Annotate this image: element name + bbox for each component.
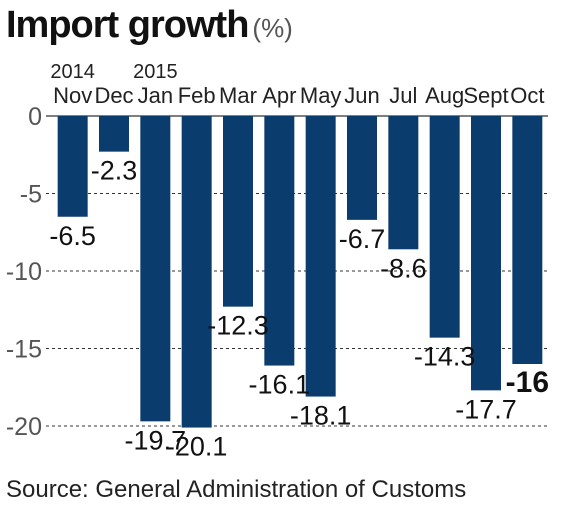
year-label: 2015 xyxy=(133,61,178,83)
bar xyxy=(305,116,336,397)
x-tick-label: Dec xyxy=(94,83,133,108)
x-tick-label: Sept xyxy=(463,83,508,108)
x-tick-label: Oct xyxy=(510,83,544,108)
data-label: -18.1 xyxy=(290,401,352,431)
data-label: -6.7 xyxy=(339,224,386,254)
bar xyxy=(429,116,460,338)
bar xyxy=(223,116,253,307)
data-label: -14.3 xyxy=(414,342,476,372)
y-tick-label: -15 xyxy=(6,336,42,364)
grid-layer xyxy=(46,115,548,427)
data-label: -2.3 xyxy=(91,156,138,186)
data-label: -19.7 xyxy=(125,425,187,455)
y-tick-label: 0 xyxy=(28,103,42,131)
x-tick-label: Mar xyxy=(219,83,257,108)
x-tick-label: Apr xyxy=(262,83,296,108)
chart-unit: (%) xyxy=(252,13,293,43)
x-tick-label: Aug xyxy=(425,83,464,108)
x-tick-label: Jul xyxy=(389,83,417,108)
y-tick-label: -20 xyxy=(6,413,42,441)
data-label: -8.6 xyxy=(380,253,427,283)
data-label: -16.1 xyxy=(249,370,311,400)
bar xyxy=(140,116,171,422)
data-label: -17.7 xyxy=(455,394,517,424)
bar xyxy=(347,116,377,220)
bar xyxy=(512,116,543,364)
bar xyxy=(388,116,419,250)
bar xyxy=(99,116,129,152)
bar xyxy=(264,116,295,366)
bar xyxy=(471,116,501,391)
data-label: -20.1 xyxy=(166,432,228,462)
x-tick-label: Jan xyxy=(138,83,173,108)
x-tick-label: Jun xyxy=(344,83,379,108)
data-label: -12.3 xyxy=(207,311,269,341)
bar-chart: 0 -5 -10 -15 -20 Nov Dec Jan Feb Mar Apr May Jun Jul A… xyxy=(6,61,549,462)
label-layer: 0 -5 -10 -15 -20 Nov Dec Jan Feb Mar Apr May Jun Jul A… xyxy=(6,61,549,462)
bar-layer xyxy=(57,116,543,428)
year-label: 2014 xyxy=(50,61,95,83)
data-label: -16 xyxy=(506,366,549,399)
data-label: -6.5 xyxy=(49,221,96,251)
chart-title-text: Import growth xyxy=(6,4,249,46)
bar xyxy=(181,116,212,428)
x-tick-label: Feb xyxy=(178,83,216,108)
x-tick-label: May xyxy=(300,83,342,108)
y-tick-label: -10 xyxy=(6,258,42,286)
x-tick-label: Nov xyxy=(53,83,92,108)
chart-title: Import growth (%) xyxy=(6,4,293,47)
source-note: Source: General Administration of Custom… xyxy=(6,476,467,503)
y-tick-label: -5 xyxy=(20,181,42,209)
bar xyxy=(57,116,88,217)
